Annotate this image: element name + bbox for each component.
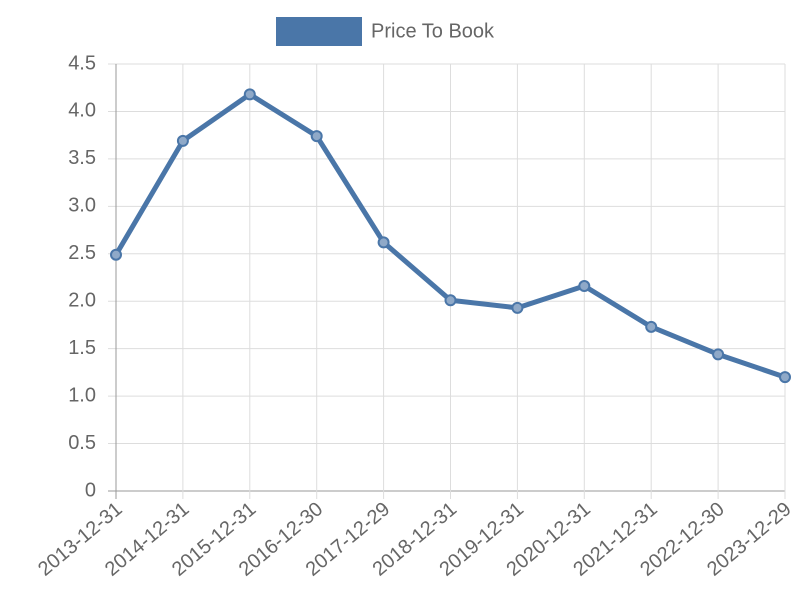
legend: Price To Book bbox=[276, 17, 495, 46]
point bbox=[243, 88, 256, 101]
legend-swatch bbox=[276, 17, 362, 46]
point bbox=[110, 248, 122, 261]
y-tick-label: 2.0 bbox=[68, 290, 96, 312]
point bbox=[444, 294, 457, 307]
point bbox=[511, 301, 524, 314]
y-tick-label: 2.5 bbox=[68, 242, 96, 264]
point bbox=[779, 371, 791, 384]
y-tick-label: 4.5 bbox=[68, 52, 96, 74]
point bbox=[176, 134, 189, 147]
y-tick-label: 3.5 bbox=[68, 147, 96, 169]
point bbox=[310, 130, 323, 143]
y-tick-label: 1.5 bbox=[68, 337, 96, 359]
y-tick-label: 4.0 bbox=[68, 100, 96, 122]
legend-label: Price To Book bbox=[371, 20, 495, 42]
y-tick-label: 0.5 bbox=[68, 432, 96, 454]
y-tick-label: 3.0 bbox=[68, 195, 96, 217]
point bbox=[377, 236, 390, 249]
point bbox=[712, 348, 725, 361]
point bbox=[578, 280, 591, 293]
point bbox=[645, 320, 658, 333]
y-tick-label: 1.0 bbox=[68, 384, 96, 406]
y-tick-label: 0 bbox=[85, 479, 96, 501]
